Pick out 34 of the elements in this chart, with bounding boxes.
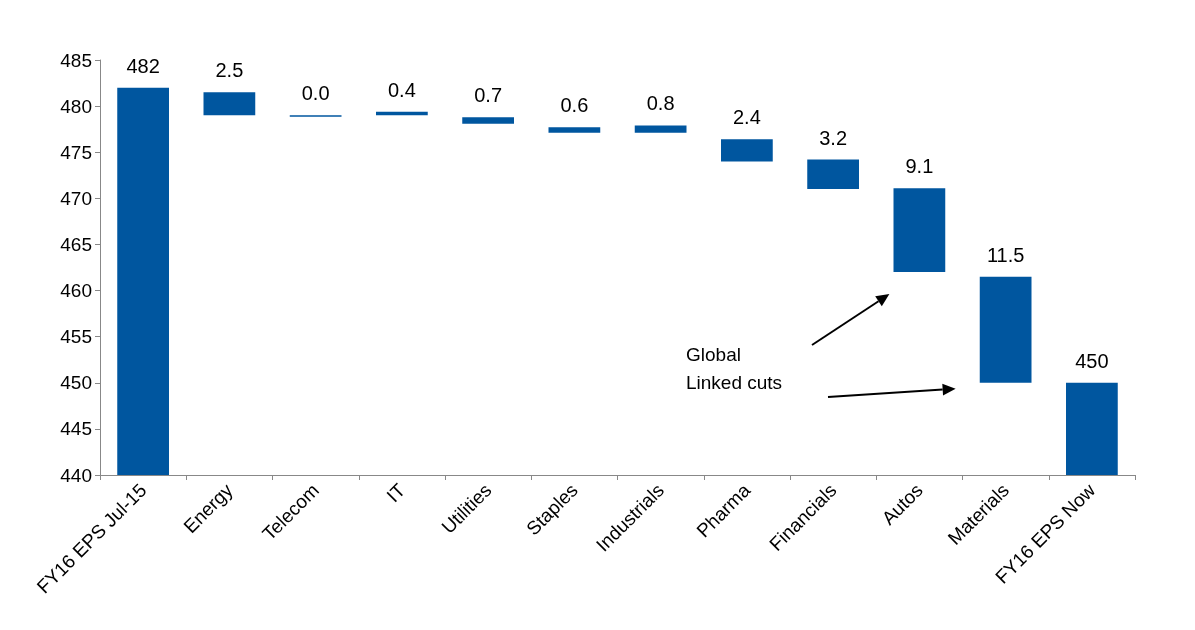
y-tick-label: 470 [60,187,92,209]
data-label: 0.6 [560,94,589,117]
bar [634,125,687,133]
y-tick-label: 480 [60,95,92,117]
y-tick-label: 485 [60,49,92,71]
bar [462,117,514,124]
y-tick-label: 445 [60,418,92,440]
x-tick-label: IT [382,479,410,507]
bar [203,92,256,116]
data-label: 0.4 [387,78,416,101]
bar [548,127,601,133]
bar [117,87,169,475]
bar [893,188,946,273]
y-tick-label: 450 [60,372,92,394]
y-tick-label: 440 [60,464,92,486]
y-tick-label: 465 [60,233,92,255]
annotation: Global Linked cuts [686,343,783,393]
data-label: 2.4 [732,106,761,129]
bar [1066,382,1118,475]
data-label: 450 [1075,349,1109,372]
data-label: 11.5 [986,243,1025,266]
data-label: 482 [126,54,160,77]
bar [807,159,859,190]
data-label: 9.1 [905,155,934,178]
y-tick-label: 475 [60,141,92,163]
bar [979,276,1032,383]
data-label: 0.0 [301,82,330,105]
y-tick-label: 455 [60,326,92,348]
y-tick-label: 460 [60,280,92,302]
data-label: 0.8 [646,92,675,115]
data-label: 0.7 [474,84,503,107]
data-label: 3.2 [819,126,848,149]
bar [721,139,773,162]
data-label: 2.5 [215,59,244,82]
